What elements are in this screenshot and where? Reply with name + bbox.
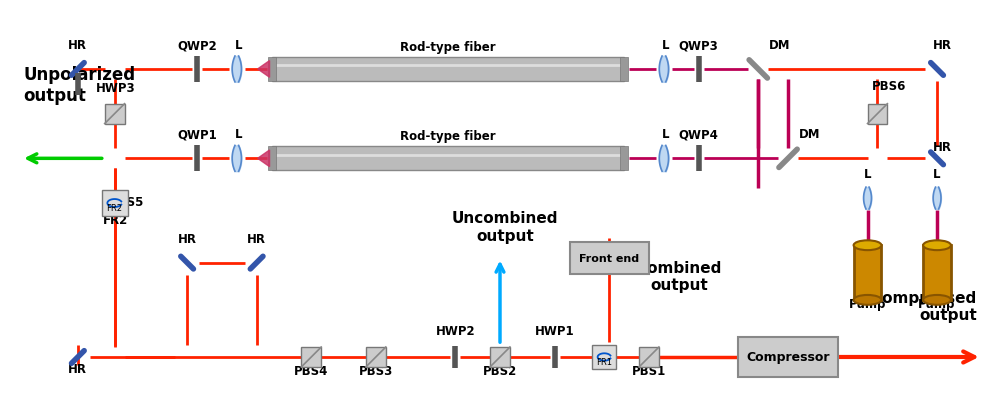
Text: FR2: FR2 — [107, 204, 123, 213]
Bar — [366, 347, 386, 367]
Bar — [620, 147, 628, 171]
Text: FR2: FR2 — [103, 214, 128, 226]
Text: L: L — [662, 39, 670, 52]
Bar — [854, 246, 881, 300]
Bar — [868, 104, 887, 124]
Text: PBS5: PBS5 — [110, 195, 144, 209]
Bar — [490, 347, 510, 367]
Bar — [272, 147, 624, 171]
Text: L: L — [235, 39, 243, 52]
Text: HR: HR — [933, 39, 952, 52]
Bar — [268, 147, 276, 171]
Text: PBS4: PBS4 — [294, 364, 328, 377]
Text: Compressed
output: Compressed output — [872, 290, 977, 323]
Ellipse shape — [854, 295, 881, 305]
Bar — [620, 58, 628, 82]
Text: DM: DM — [769, 39, 791, 52]
Text: HR: HR — [68, 39, 87, 52]
Text: QWP2: QWP2 — [177, 39, 217, 52]
Ellipse shape — [923, 295, 951, 305]
Text: Pump: Pump — [918, 298, 956, 311]
Text: Unpolarized
output: Unpolarized output — [23, 66, 135, 104]
Text: DM: DM — [799, 128, 821, 141]
Bar — [301, 347, 321, 367]
Ellipse shape — [854, 241, 881, 251]
Text: QWP1: QWP1 — [177, 128, 217, 141]
Ellipse shape — [923, 241, 951, 251]
Text: Front end: Front end — [579, 253, 639, 263]
Text: L: L — [662, 128, 670, 141]
Bar — [102, 191, 128, 216]
Text: Rod-type fiber: Rod-type fiber — [400, 130, 495, 143]
Bar — [592, 345, 616, 369]
Text: PBS6: PBS6 — [872, 80, 907, 93]
Text: PBS1: PBS1 — [632, 364, 666, 377]
Text: HWP1: HWP1 — [535, 324, 574, 337]
Text: PBS2: PBS2 — [483, 364, 517, 377]
Text: L: L — [235, 128, 243, 141]
Bar — [272, 58, 624, 82]
Text: HR: HR — [68, 362, 87, 375]
Text: Pump: Pump — [849, 298, 886, 311]
Text: HR: HR — [933, 141, 952, 154]
Bar — [639, 347, 659, 367]
Bar — [923, 246, 951, 300]
Text: L: L — [864, 168, 871, 181]
Text: HWP3: HWP3 — [96, 81, 135, 95]
Bar — [738, 337, 838, 377]
Text: QWP4: QWP4 — [679, 128, 719, 141]
Text: FR1: FR1 — [596, 357, 612, 366]
Text: PBS3: PBS3 — [359, 364, 393, 377]
Bar — [105, 104, 125, 124]
Text: HWP2: HWP2 — [435, 324, 475, 337]
Polygon shape — [258, 151, 270, 167]
Text: Rod-type fiber: Rod-type fiber — [400, 41, 495, 54]
Text: Uncombined
output: Uncombined output — [452, 211, 558, 243]
Bar — [268, 58, 276, 82]
Text: Combined
output: Combined output — [636, 260, 721, 293]
Bar — [570, 242, 649, 274]
Text: QWP3: QWP3 — [679, 39, 719, 52]
Text: HR: HR — [178, 232, 197, 245]
Text: Compressor: Compressor — [746, 351, 830, 363]
Polygon shape — [258, 62, 270, 78]
Text: L: L — [933, 168, 941, 181]
Text: HR: HR — [247, 232, 266, 245]
